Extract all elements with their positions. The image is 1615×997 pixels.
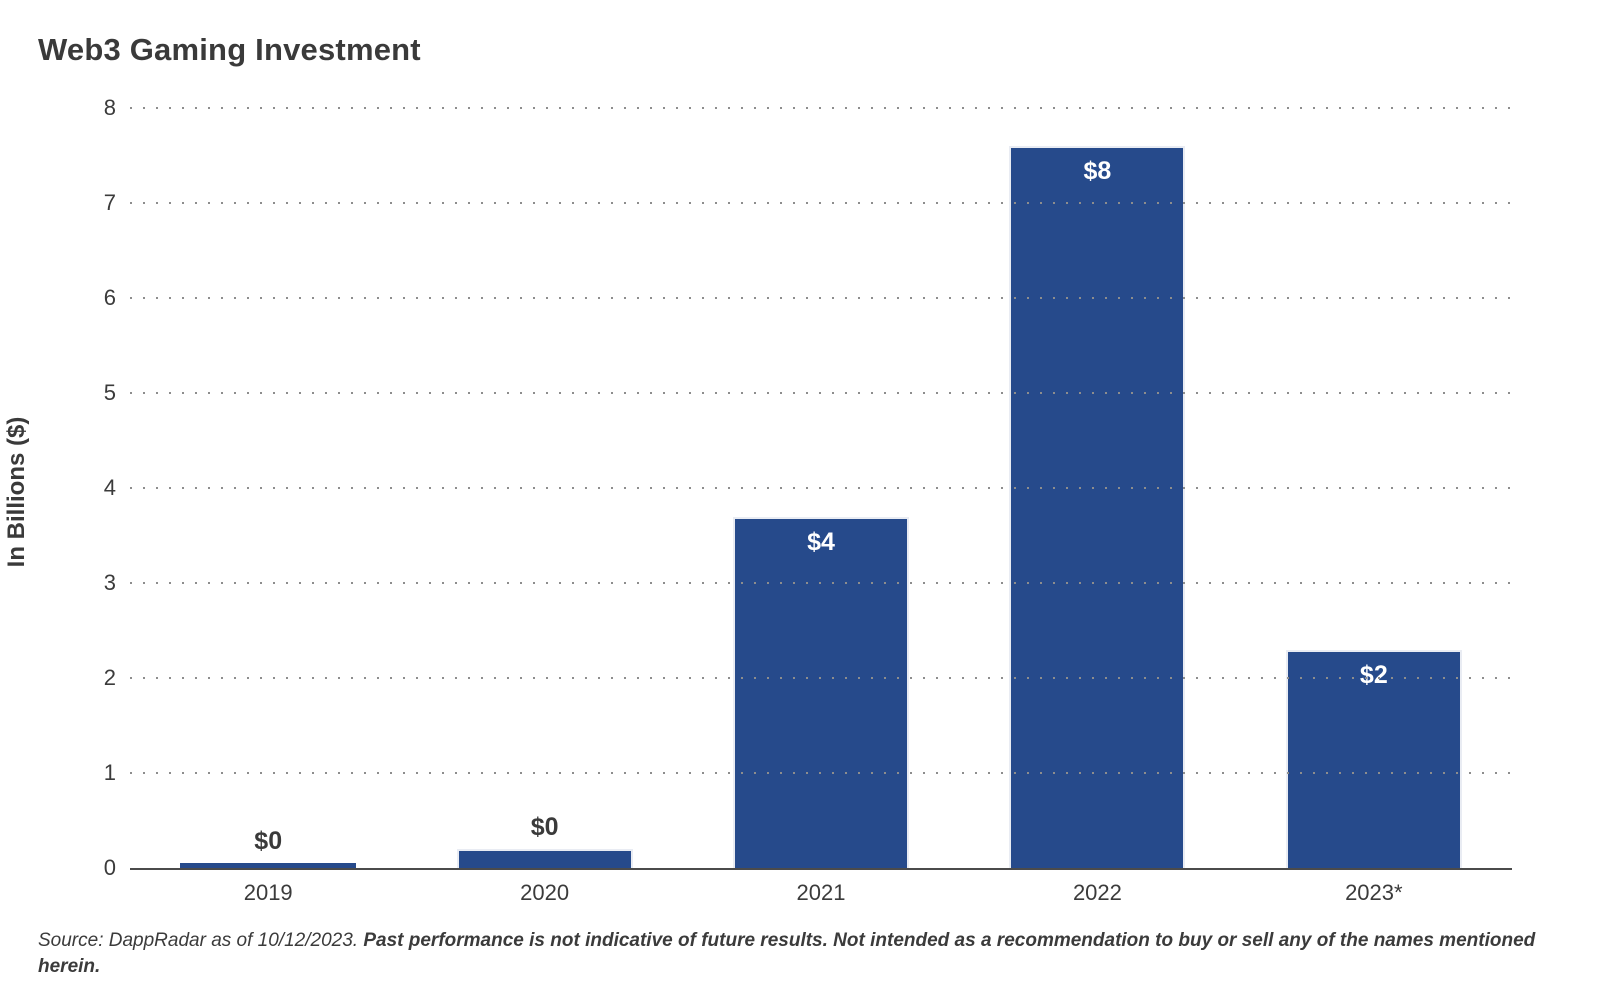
y-tick-label-3: 3 (103, 570, 116, 595)
bars-row: $0 $0 $4 $8 $2 (130, 110, 1512, 868)
bar-2021 (733, 516, 910, 868)
bar-value-label-2021: $4 (807, 527, 835, 556)
gridline-7 (130, 202, 1512, 204)
plot-area: $0 $0 $4 $8 $2 0 1 2 3 4 5 6 7 8 (104, 95, 1512, 880)
x-tick-label-2019: 2019 (243, 880, 293, 905)
source-text: Source: DappRadar as of 10/12/2023. (38, 930, 364, 951)
gridline-2 (130, 677, 1512, 679)
y-axis-label: In Billions ($) (3, 416, 30, 568)
x-tick-label-2023: 2023* (1345, 880, 1403, 905)
y-tick-label-4: 4 (103, 475, 116, 500)
x-tick-label-2020: 2020 (520, 880, 570, 905)
gridline-3 (130, 582, 1512, 584)
bar-slot-2022: $8 (959, 110, 1235, 868)
disclaimer-text: Past performance is not indicative of fu… (38, 930, 1536, 977)
bar-value-label-2020: $0 (530, 813, 559, 841)
gridline-1 (130, 772, 1512, 774)
bar-2023 (1285, 649, 1462, 868)
gridline-8 (130, 107, 1512, 109)
y-tick-label-7: 7 (103, 190, 116, 215)
x-axis-labels: 2019 2020 2021 2022 2023* (130, 880, 1512, 906)
y-tick-label-2: 2 (103, 665, 116, 690)
gridline-4 (130, 487, 1512, 489)
bar-slot-2020: $0 (406, 110, 682, 868)
bar-value-label-2019: $0 (254, 827, 283, 856)
bar-2022 (1009, 146, 1186, 868)
y-tick-label-0: 0 (103, 855, 116, 880)
bar-value-label-2023: $2 (1359, 660, 1388, 689)
bar-2020 (456, 849, 633, 868)
chart-title: Web3 Gaming Investment (38, 32, 421, 67)
y-tick-label-6: 6 (103, 285, 116, 310)
bar-slot-2019: $0 (130, 110, 406, 868)
source-note: Source: DappRadar as of 10/12/2023. Past… (38, 928, 1578, 980)
x-tick-label-2021: 2021 (796, 880, 846, 905)
bar-slot-2023: $2 (1236, 110, 1512, 868)
y-tick-label-8: 8 (103, 95, 116, 120)
bar-2019 (180, 863, 357, 868)
y-tick-label-1: 1 (103, 760, 116, 785)
bar-slot-2021: $4 (683, 110, 959, 868)
x-tick-label-2022: 2022 (1072, 880, 1122, 905)
gridline-5 (130, 392, 1512, 394)
gridline-6 (130, 297, 1512, 299)
bar-value-label-2022: $8 (1083, 157, 1112, 185)
y-tick-label-5: 5 (103, 380, 116, 405)
